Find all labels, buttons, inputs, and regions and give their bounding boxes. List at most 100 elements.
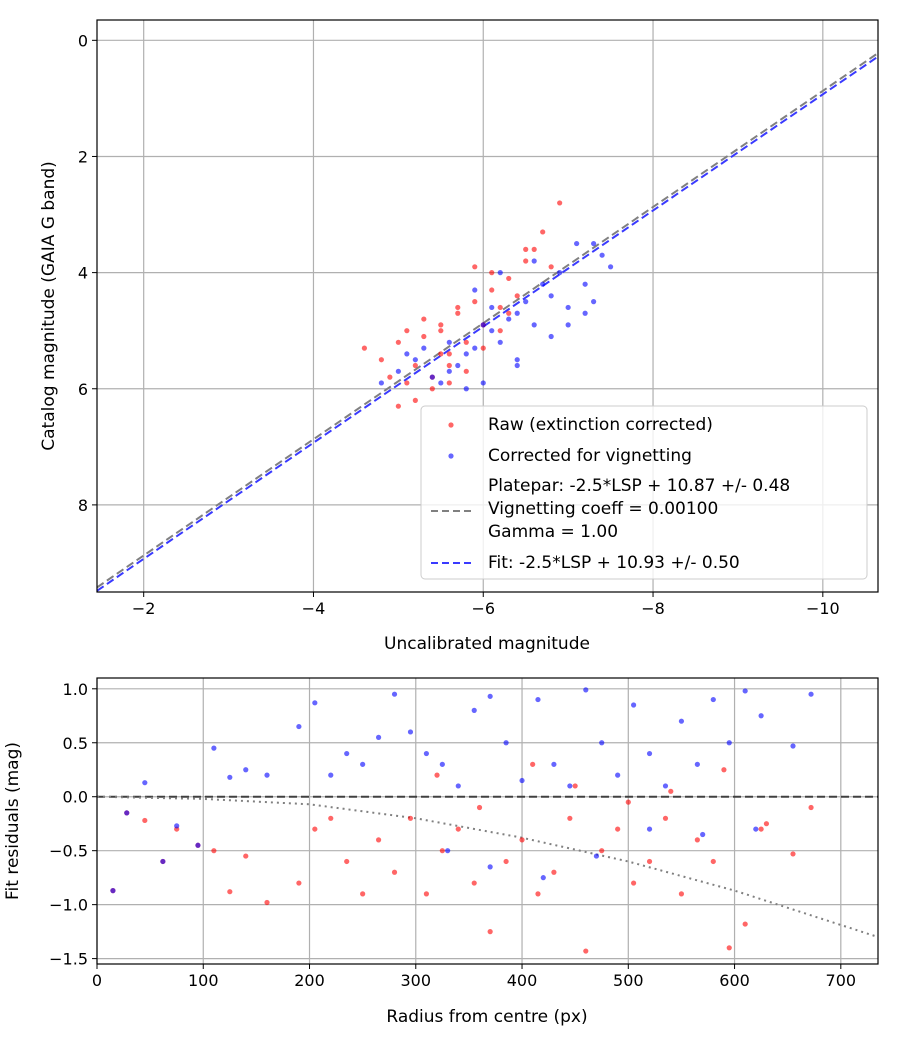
bottom-x-tick-label: 400 <box>507 971 538 990</box>
top-series-1-point <box>378 380 384 386</box>
top-x-tick-label: −10 <box>806 599 840 618</box>
bottom-series-0-point <box>625 799 631 805</box>
top-series-1-point <box>574 240 580 247</box>
bottom-x-axis-label: Radius from centre (px) <box>386 1007 587 1027</box>
bottom-x-tick-label: 100 <box>188 971 219 990</box>
bottom-series-1-point <box>211 745 217 751</box>
bottom-series-0-point <box>503 858 509 865</box>
top-series-1-point <box>489 328 495 334</box>
top-series-1-point <box>446 339 452 345</box>
bottom-series-0-point <box>583 948 589 954</box>
top-series-0-point <box>438 322 444 328</box>
top-series-1-point <box>438 380 444 386</box>
bottom-series-0-point <box>694 837 700 843</box>
bottom-series-0-point <box>243 853 249 859</box>
bottom-series-0-point <box>662 815 669 821</box>
bottom-series-0-point <box>455 826 461 832</box>
top-series-0-point <box>395 403 401 409</box>
bottom-reference-lines <box>97 795 878 938</box>
top-x-tick-label: −8 <box>641 599 665 618</box>
bottom-y-tick-label: 0.5 <box>63 734 88 753</box>
bottom-series-1-point <box>551 761 557 767</box>
top-series-0-point <box>412 362 418 369</box>
top-series-0-point <box>438 351 444 357</box>
top-axes-frame <box>96 19 879 593</box>
top-series-0-point <box>412 397 418 403</box>
bottom-series-0-point <box>142 817 148 824</box>
legend-box <box>420 405 868 580</box>
bottom-series-1-point <box>174 823 180 829</box>
bottom-series-1-point <box>142 780 148 786</box>
bottom-series-0-point <box>439 848 445 854</box>
bottom-series-1-point <box>110 888 116 894</box>
bottom-line-1 <box>97 795 878 938</box>
top-series-1-point <box>582 281 588 287</box>
legend-label-fit: Fit: -2.5*LSP + 10.93 +/- 0.50 <box>488 553 740 573</box>
bottom-series-0-point <box>328 815 334 821</box>
bottom-series-1-point <box>808 691 814 697</box>
bottom-series-1-point <box>423 750 430 757</box>
bottom-series-0-point <box>726 945 732 951</box>
top-series-0-point <box>421 333 427 340</box>
top-series-0-point <box>489 287 495 293</box>
top-series-0-point <box>540 229 546 235</box>
top-series-1-point <box>565 322 571 328</box>
bottom-series-0-point <box>519 837 525 843</box>
bottom-series-1-point <box>243 767 249 773</box>
bottom-series-1-point <box>646 750 653 757</box>
top-series-1-point <box>421 345 427 351</box>
bottom-series-0-point <box>742 921 748 927</box>
top-series-1-point <box>472 345 478 351</box>
bottom-series-1-point <box>195 842 201 848</box>
top-series-0-point <box>446 380 452 386</box>
bottom-series-1-point <box>375 734 382 740</box>
bottom-series-1-point <box>758 713 764 719</box>
bottom-series-0-point <box>551 869 557 875</box>
top-series-1-point <box>531 322 537 328</box>
top-series-0-point <box>523 246 529 252</box>
top-x-axis-label: Uncalibrated magnitude <box>384 634 590 654</box>
top-series-1-point <box>599 252 605 258</box>
bottom-series-0-point <box>678 891 685 897</box>
bottom-series-1-point <box>535 696 541 703</box>
bottom-series-0-point <box>758 826 764 832</box>
top-series-0-point <box>531 246 537 252</box>
top-series-1-point <box>395 368 401 374</box>
bottom-x-tick-label: 300 <box>401 971 432 990</box>
top-series-0-point <box>395 339 401 345</box>
bottom-series-1-point <box>583 687 589 693</box>
bottom-series-1-point <box>445 848 451 854</box>
bottom-series-1-point <box>615 772 621 778</box>
top-series-1-point <box>480 380 486 386</box>
top-y-tick-label: 0 <box>78 31 88 50</box>
bottom-series-0-point <box>572 783 578 789</box>
top-series-0-point <box>429 386 435 392</box>
top-series-1-point <box>480 322 486 328</box>
bottom-series-1-point <box>124 810 130 816</box>
bottom-x-tick-label: 700 <box>826 971 857 990</box>
bottom-x-tick-label: 600 <box>719 971 750 990</box>
top-x-tick-label: −4 <box>302 599 326 618</box>
top-series-0-point <box>480 345 486 351</box>
top-series-0-point <box>506 310 512 316</box>
bottom-series-0-point <box>721 767 727 773</box>
bottom-series-0-point <box>535 891 541 897</box>
top-y-tick-label: 8 <box>78 496 88 515</box>
bottom-y-tick-label: −0.5 <box>49 842 88 861</box>
top-series-1-point <box>514 362 520 369</box>
bottom-series-0-point <box>407 815 414 821</box>
legend-label-platepar-line3: Gamma = 1.00 <box>488 522 618 542</box>
bottom-series-0-point <box>710 858 716 865</box>
top-series-0-point <box>378 357 384 363</box>
legend-label-platepar-line1: Platepar: -2.5*LSP + 10.87 +/- 0.48 <box>488 476 790 496</box>
top-series-0-point <box>523 258 529 264</box>
bottom-series-1-point <box>487 864 493 870</box>
top-series-1-point <box>514 310 520 316</box>
top-series-0-point <box>548 264 554 270</box>
top-series-1-point <box>489 304 495 311</box>
bottom-series-1-point <box>487 693 493 699</box>
top-series-1-point <box>540 281 546 287</box>
top-x-tick-label: −6 <box>471 599 495 618</box>
top-series-1-point <box>548 333 554 340</box>
